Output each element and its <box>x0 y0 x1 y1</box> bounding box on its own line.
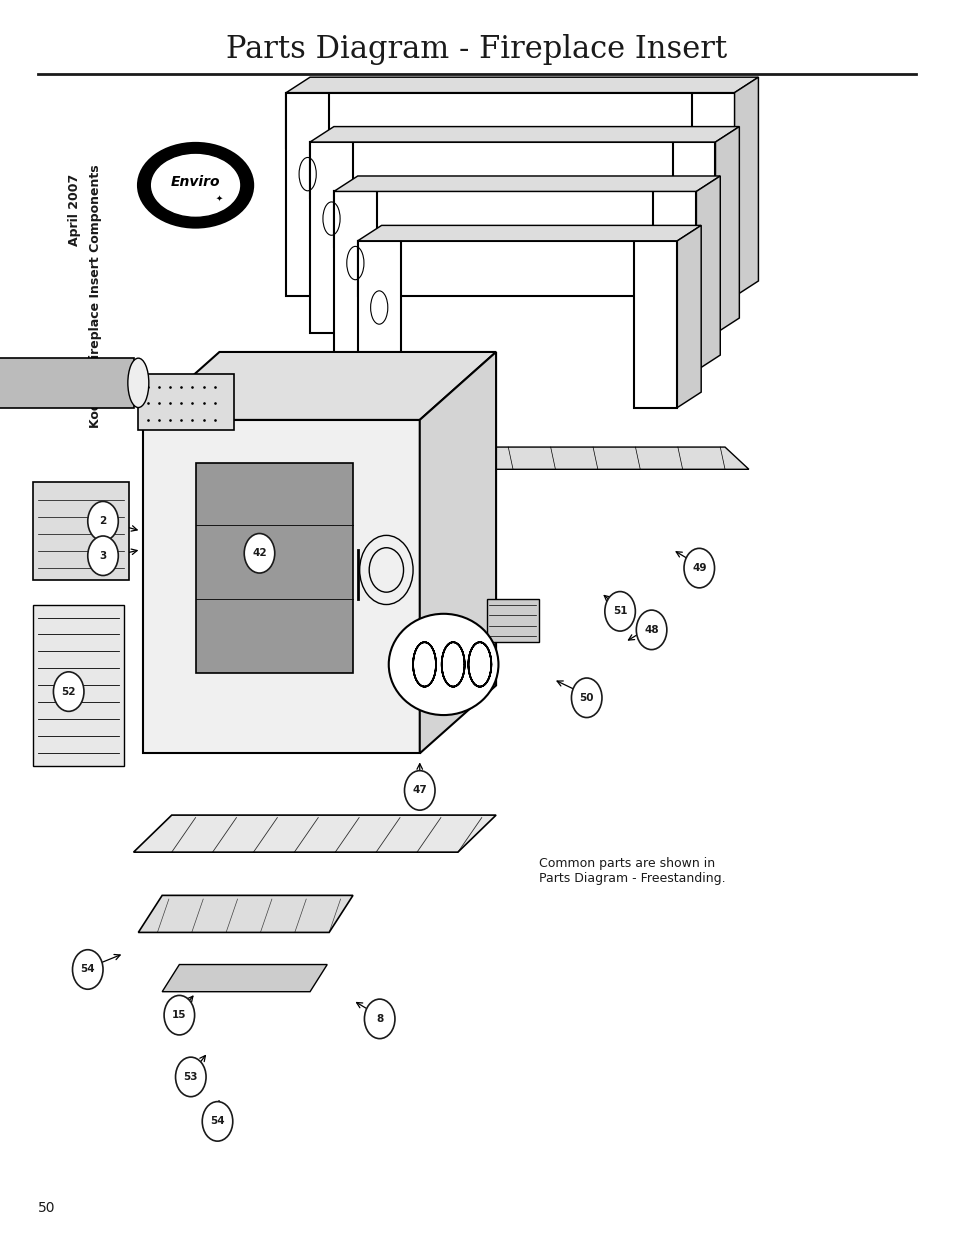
Polygon shape <box>33 482 129 580</box>
Circle shape <box>53 672 84 711</box>
Circle shape <box>72 950 103 989</box>
Text: 49: 49 <box>691 563 706 573</box>
Polygon shape <box>195 463 353 673</box>
Polygon shape <box>162 965 327 992</box>
Polygon shape <box>677 226 700 408</box>
Text: 51: 51 <box>612 606 627 616</box>
Polygon shape <box>310 142 353 333</box>
Polygon shape <box>310 127 739 142</box>
Polygon shape <box>33 605 124 766</box>
Text: 54: 54 <box>210 1116 225 1126</box>
Text: 50: 50 <box>578 693 594 703</box>
Circle shape <box>88 536 118 576</box>
Polygon shape <box>357 241 400 408</box>
Polygon shape <box>143 420 419 753</box>
Text: 8: 8 <box>375 1014 383 1024</box>
Text: 52: 52 <box>61 687 76 697</box>
Polygon shape <box>310 142 715 198</box>
Circle shape <box>202 1102 233 1141</box>
Polygon shape <box>734 77 758 296</box>
Text: Common parts are shown in
Parts Diagram - Freestanding.: Common parts are shown in Parts Diagram … <box>538 857 725 884</box>
Polygon shape <box>357 241 677 296</box>
Polygon shape <box>691 93 734 296</box>
Text: 54: 54 <box>80 965 95 974</box>
Ellipse shape <box>128 358 149 408</box>
Polygon shape <box>286 93 329 296</box>
Polygon shape <box>138 895 353 932</box>
Circle shape <box>164 995 194 1035</box>
Circle shape <box>571 678 601 718</box>
Polygon shape <box>696 177 720 370</box>
Polygon shape <box>133 815 496 852</box>
Circle shape <box>636 610 666 650</box>
Polygon shape <box>715 127 739 333</box>
Polygon shape <box>286 77 758 93</box>
Polygon shape <box>138 374 233 430</box>
Circle shape <box>175 1057 206 1097</box>
Polygon shape <box>486 599 538 642</box>
Text: Parts Diagram - Fireplace Insert: Parts Diagram - Fireplace Insert <box>226 33 727 65</box>
Circle shape <box>404 771 435 810</box>
Polygon shape <box>419 352 496 753</box>
Text: 42: 42 <box>252 548 267 558</box>
Text: 47: 47 <box>412 785 427 795</box>
Polygon shape <box>634 241 677 408</box>
Polygon shape <box>334 177 720 191</box>
Polygon shape <box>286 93 734 148</box>
Polygon shape <box>143 352 496 420</box>
Polygon shape <box>0 358 133 408</box>
Polygon shape <box>357 226 700 241</box>
Ellipse shape <box>138 143 253 227</box>
Polygon shape <box>334 191 696 247</box>
Circle shape <box>364 999 395 1039</box>
Circle shape <box>88 501 118 541</box>
Polygon shape <box>653 191 696 370</box>
Text: 15: 15 <box>172 1010 187 1020</box>
Text: 48: 48 <box>643 625 659 635</box>
Text: Enviro: Enviro <box>171 174 220 189</box>
Circle shape <box>604 592 635 631</box>
Text: 3: 3 <box>99 551 107 561</box>
Text: April 2007: April 2007 <box>68 174 81 246</box>
Text: Kodiak - Fireplace Insert Components: Kodiak - Fireplace Insert Components <box>89 164 102 429</box>
Ellipse shape <box>150 153 240 217</box>
Text: 2: 2 <box>99 516 107 526</box>
Polygon shape <box>334 191 376 370</box>
Circle shape <box>683 548 714 588</box>
Text: 50: 50 <box>38 1200 55 1215</box>
Text: ✦: ✦ <box>215 193 223 203</box>
Ellipse shape <box>389 614 497 715</box>
Circle shape <box>244 534 274 573</box>
Polygon shape <box>672 142 715 333</box>
Polygon shape <box>314 447 748 469</box>
Text: 53: 53 <box>183 1072 198 1082</box>
